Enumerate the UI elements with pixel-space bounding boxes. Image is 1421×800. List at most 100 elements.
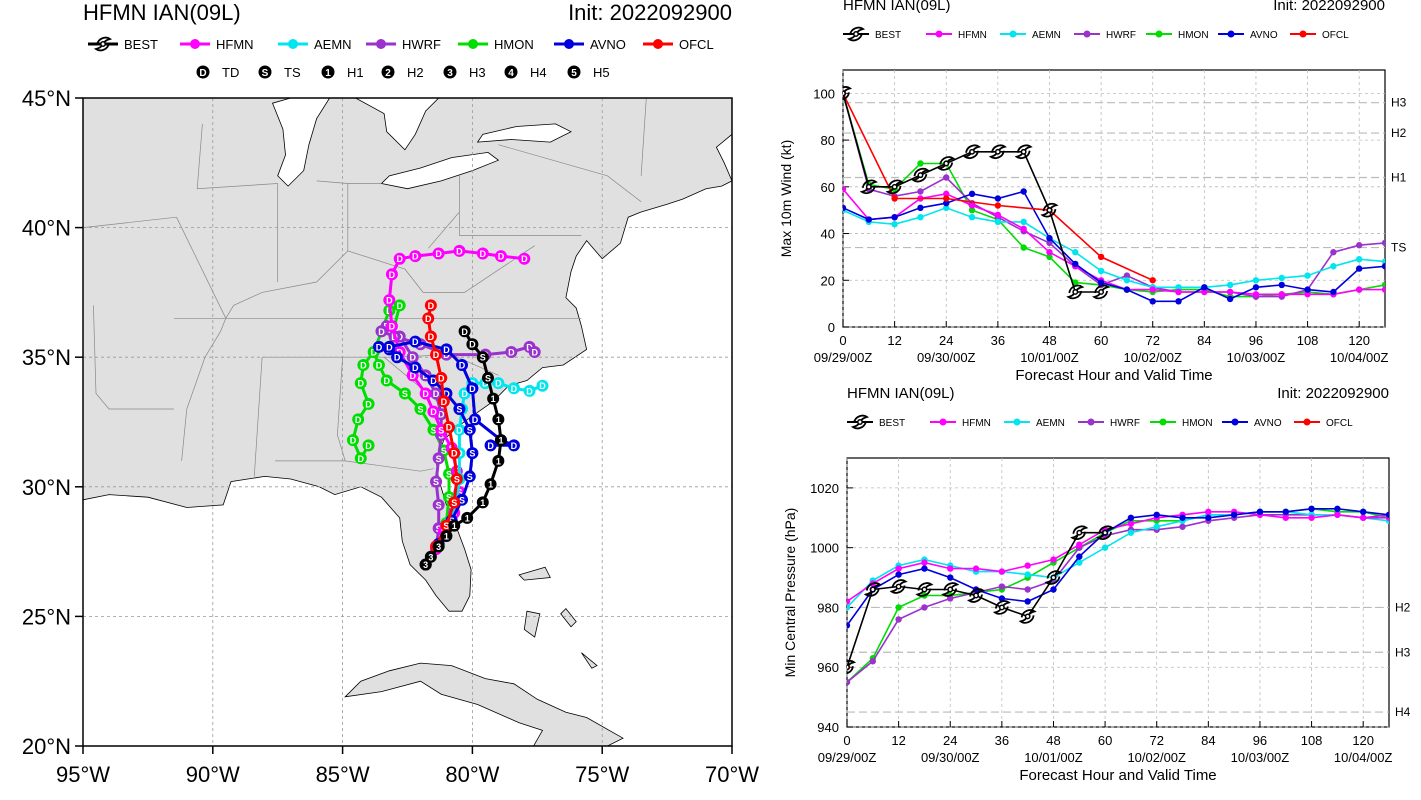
series-point-aemn <box>1123 277 1131 284</box>
track-point-symbol: S <box>436 454 442 464</box>
series-point-hfmn <box>1149 286 1156 293</box>
series-point-aemn <box>1127 529 1135 536</box>
series-point-avno <box>1046 235 1053 242</box>
track-point-hfmn <box>518 252 531 265</box>
symbol-legend-char: 5 <box>571 68 577 79</box>
track-point-best <box>492 413 505 426</box>
legend-label-aemn: AEMN <box>1036 418 1065 429</box>
series-point-avno <box>1226 295 1234 303</box>
symbol-legend-label: TS <box>284 65 301 80</box>
track-point-avno <box>466 447 479 460</box>
series-point-aemn <box>994 218 1002 226</box>
x-axis-label: Forecast Hour and Valid Time <box>1015 367 1212 384</box>
symbol-legend-char: 3 <box>447 68 453 79</box>
track-point-symbol: D <box>451 449 458 459</box>
state-border <box>83 216 177 228</box>
series-line-aemn <box>843 206 1385 289</box>
legend-marker-hfmn <box>190 39 200 49</box>
threshold-label: TS <box>1391 241 1406 255</box>
track-point-avno <box>468 413 481 426</box>
series-point-hwrf <box>917 188 924 195</box>
series-point-avno <box>895 571 902 578</box>
x-tick-label: 48 <box>1046 733 1060 748</box>
track-point-symbol: D <box>521 254 528 264</box>
valid-time-label: 10/04/00Z <box>1330 350 1389 365</box>
symbol-legend-badge <box>567 65 581 79</box>
x-tick-label: 72 <box>1145 333 1159 348</box>
track-point-symbol: D <box>511 384 518 394</box>
track-point-symbol: 1 <box>491 394 496 404</box>
series-point-ofcl <box>943 195 950 202</box>
series-point-hmon <box>1046 253 1053 261</box>
track-point-symbol: D <box>389 270 396 280</box>
track-point-symbol: D <box>430 407 437 417</box>
series-point-hfmn <box>1278 291 1285 298</box>
track-point-avno <box>456 358 469 371</box>
track-point-symbol: D <box>498 252 505 262</box>
series-point-hwrf <box>943 174 950 181</box>
map-panel: HFMN IAN(09L) Init: 2022092900 BEST HFMN AEM… <box>22 0 759 787</box>
legend-label-best: BEST <box>879 418 905 429</box>
symbol-legend-char: 4 <box>508 68 514 79</box>
legend-label-avno: AVNO <box>1254 418 1282 429</box>
series-point-best-eye <box>895 583 902 590</box>
series-point-avno <box>1123 286 1131 293</box>
series-point-hfmn <box>1201 288 1208 296</box>
series-point-avno <box>843 204 847 212</box>
series-point-best-eye <box>917 172 924 179</box>
track-point-symbol: D <box>472 415 479 425</box>
legend-marker-hwrf <box>1083 30 1091 38</box>
x-tick-label: 36 <box>995 733 1009 748</box>
series-point-avno <box>1252 284 1260 291</box>
series-point-best-eye <box>1024 613 1031 620</box>
legend-label-ofcl: OFCL <box>1326 418 1353 429</box>
series-line-aemn <box>847 511 1389 608</box>
legend-label-hwrf: HWRF <box>1106 30 1136 41</box>
series-point-avno <box>921 565 928 572</box>
series-point-aemn <box>1020 218 1027 226</box>
series-point-avno <box>1256 508 1264 515</box>
track-point-avno <box>463 423 476 436</box>
valid-time-label: 10/02/00Z <box>1123 350 1182 365</box>
map-lat-label: 45°N <box>22 86 71 111</box>
track-point-hwrf <box>505 346 518 359</box>
series-point-avno <box>891 213 898 221</box>
state-border <box>640 98 647 176</box>
track-best <box>424 330 503 566</box>
series-point-ofcl <box>891 195 898 202</box>
series-point-best-eye <box>1102 529 1109 536</box>
series-point-aemn <box>1101 544 1109 551</box>
series-point-hfmn <box>1226 288 1234 296</box>
great-lake <box>271 98 331 187</box>
legend-label-hfmn: HFMN <box>958 30 987 41</box>
chart-init: Init: 2022092900 <box>1277 385 1389 402</box>
symbol-legend-badge <box>321 65 335 79</box>
series-point-hfmn <box>972 565 980 572</box>
map-lon-label: 90°W <box>186 762 240 787</box>
legend-marker-hmon <box>1159 418 1167 426</box>
track-point-symbol: D <box>508 348 515 358</box>
valid-time-label: 10/04/00Z <box>1334 750 1393 765</box>
series-point-aemn <box>1175 284 1182 291</box>
track-point-hwrf <box>432 452 445 465</box>
series-point-aemn <box>1072 249 1079 256</box>
track-point-symbol: S <box>485 373 491 383</box>
threshold-label: H3 <box>1391 96 1407 110</box>
map-init: Init: 2022092900 <box>568 0 732 25</box>
x-tick-label: 84 <box>1197 333 1211 348</box>
track-point-aemn <box>507 382 520 395</box>
track-point-hfmn <box>476 247 489 260</box>
track-point-hmon <box>354 452 367 465</box>
legend-label-aemn: AEMN <box>314 37 352 52</box>
series-point-aemn <box>1024 571 1031 578</box>
symbol-legend-badge <box>196 65 210 79</box>
legend-marker-hmon <box>1155 30 1163 38</box>
great-lake <box>355 98 440 151</box>
track-point-symbol: D <box>376 360 383 370</box>
track-point-best <box>424 550 437 563</box>
series-point-best-eye <box>1050 574 1057 581</box>
track-point-symbol: D <box>456 425 463 435</box>
x-tick-label: 120 <box>1348 333 1370 348</box>
track-point-symbol: S <box>430 425 436 435</box>
